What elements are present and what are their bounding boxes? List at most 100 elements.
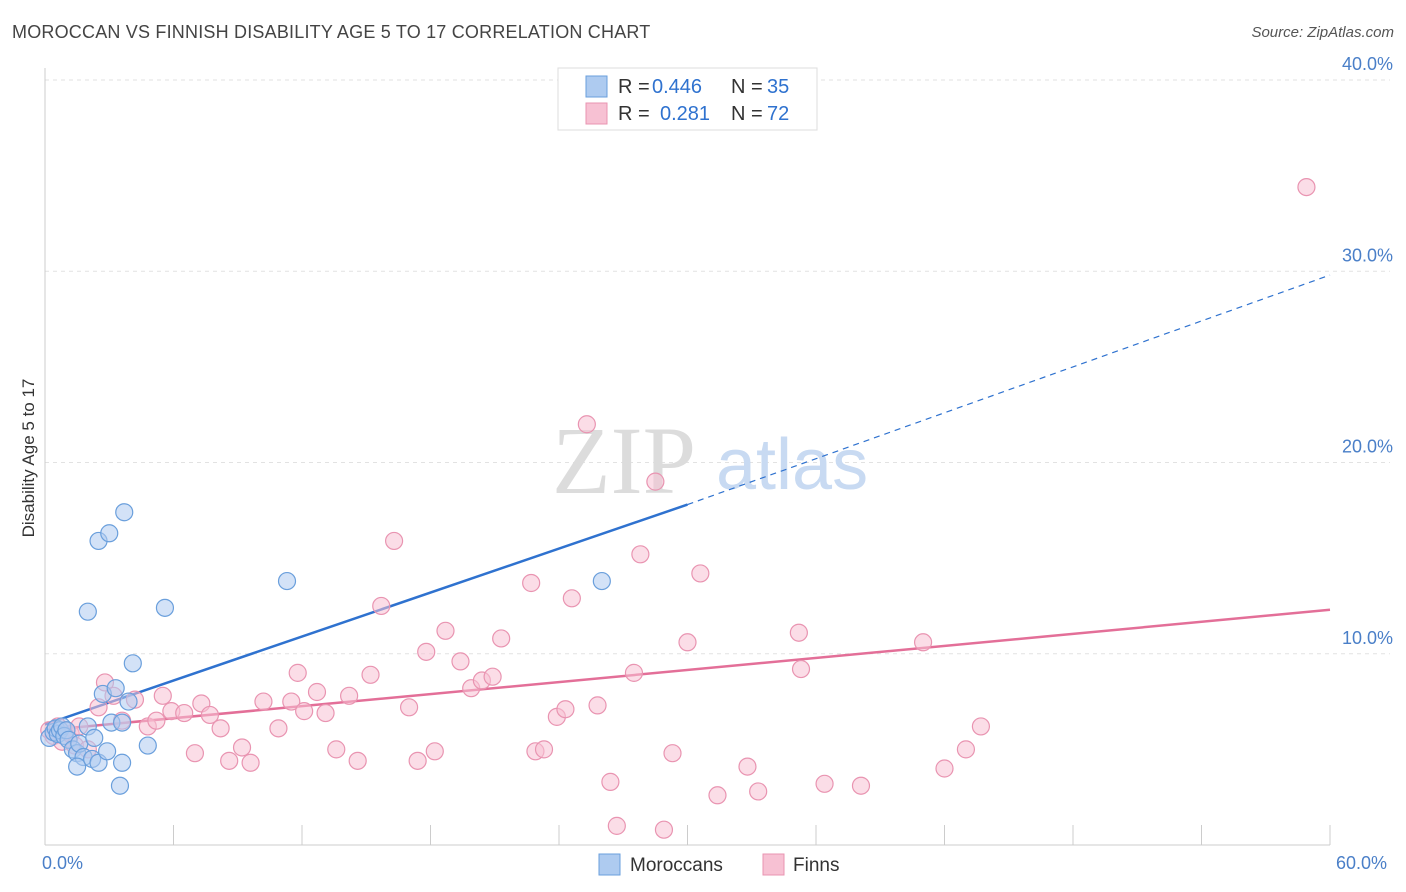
point-finns-16 [153,686,172,705]
point-finns-71 [815,774,834,793]
point-finns-35 [348,751,367,770]
gridlines [45,79,1390,655]
axes [44,68,1331,846]
bottom-legend-label-moroccans: Moroccans [630,855,723,876]
point-finns-32 [316,703,335,723]
bottom-legend-swatch-finns [762,853,785,876]
point-finns-21 [200,705,220,725]
legend-r-label-2: R = [618,103,650,125]
point-finns-55 [577,415,596,434]
point-finns-65 [691,564,710,583]
point-moroccans-16 [85,728,104,748]
point-moroccans-31 [100,524,119,543]
point-finns-74 [935,759,954,778]
point-finns-77 [1297,178,1316,197]
legend-n-label-1: N = [731,76,763,98]
point-finns-61 [646,472,665,491]
point-moroccans-33 [277,571,297,591]
point-finns-60 [631,545,650,564]
x-tick-label-max: 60.0% [1336,853,1387,873]
point-finns-63 [663,744,682,763]
point-finns-34 [340,686,359,705]
point-finns-24 [232,738,252,757]
point-finns-29 [288,663,307,682]
point-finns-48 [492,629,511,648]
point-finns-41 [417,642,436,661]
legend-n-label-2: N = [731,103,763,125]
point-finns-40 [408,751,427,770]
point-finns-25 [241,753,260,772]
bottom-legend-swatch-moroccans [598,853,621,876]
point-finns-51 [534,740,554,759]
point-finns-53 [556,700,575,719]
point-finns-47 [483,667,502,686]
point-finns-69 [789,623,808,642]
point-finns-56 [588,696,607,715]
point-finns-31 [307,682,327,702]
point-finns-54 [562,589,581,608]
point-finns-36 [361,665,380,684]
point-moroccans-19 [98,742,117,761]
point-finns-66 [708,786,727,805]
point-finns-18 [175,703,194,723]
point-finns-62 [654,820,674,839]
point-finns-75 [956,740,976,759]
point-moroccans-26 [123,654,142,673]
point-moroccans-29 [78,602,97,621]
point-finns-59 [624,663,644,682]
legend-n-value-finns: 72 [767,103,789,125]
y-tick-label-20: 20.0% [1342,437,1393,457]
point-finns-28 [282,692,301,711]
point-moroccans-25 [119,692,138,711]
point-finns-39 [399,698,419,717]
point-moroccans-34 [592,571,611,591]
bottom-legend: Moroccans Finns [598,853,839,876]
watermark: ZIP atlas [552,407,868,514]
watermark-zip: ZIP [552,407,696,514]
point-finns-72 [851,776,871,795]
point-finns-68 [749,782,768,801]
point-finns-26 [254,692,273,711]
point-finns-27 [269,719,288,738]
point-finns-43 [436,621,455,640]
point-moroccans-21 [106,679,125,698]
point-finns-70 [791,659,811,679]
point-finns-30 [295,702,314,721]
legend-n-value-moroccans: 35 [767,76,789,98]
trend-lines [44,274,1331,732]
point-finns-64 [678,633,697,652]
legend-r-value-finns: 0.281 [660,103,710,125]
y-tick-labels: 10.0% 20.0% 30.0% 40.0% [1342,54,1393,648]
chart-title: MOROCCAN VS FINNISH DISABILITY AGE 5 TO … [12,22,651,42]
y-tick-label-40: 40.0% [1342,54,1393,74]
point-finns-73 [913,633,933,652]
point-finns-67 [738,757,757,776]
x-tick-label-min: 0.0% [42,853,83,873]
legend-box: R = 0.446 N = 35 R = 0.281 N = 72 [557,67,818,131]
point-finns-76 [971,717,991,736]
point-finns-49 [522,573,541,593]
legend-swatch-moroccans [585,75,608,98]
legend-swatch-finns [585,102,608,125]
point-moroccans-22 [110,776,130,795]
data-points [40,178,1316,839]
bottom-legend-label-finns: Finns [793,855,839,876]
point-finns-22 [211,719,230,738]
point-finns-19 [185,744,205,763]
point-moroccans-28 [155,598,175,617]
point-moroccans-27 [138,736,157,755]
point-moroccans-13 [68,757,87,776]
point-finns-42 [425,742,444,761]
point-finns-33 [327,740,346,759]
legend-r-value-moroccans: 0.446 [652,76,702,98]
legend-r-label-1: R = [618,76,650,98]
y-tick-label-30: 30.0% [1342,245,1393,265]
point-finns-57 [601,772,620,791]
point-moroccans-32 [115,503,134,522]
point-finns-58 [607,816,626,835]
point-moroccans-23 [112,713,132,732]
point-finns-44 [451,652,470,671]
point-finns-38 [384,531,404,551]
trend-line-dashed-moroccans [687,274,1331,506]
